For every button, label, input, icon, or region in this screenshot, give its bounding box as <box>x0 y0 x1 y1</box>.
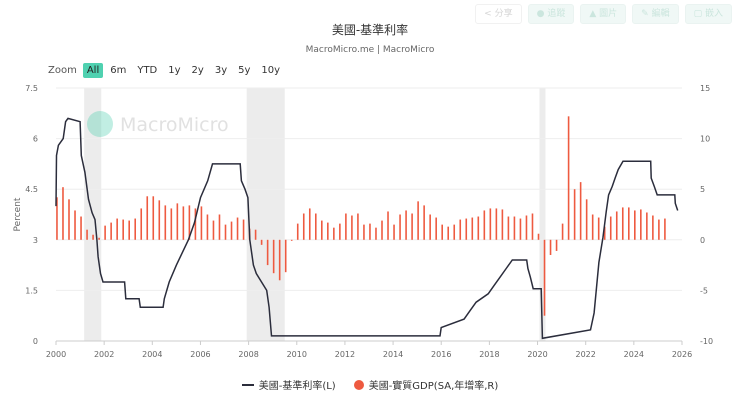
toolbar-button-embed[interactable]: ▢ 嵌入 <box>684 4 732 24</box>
toolbar-button-label: 圖片 <box>599 9 618 19</box>
x-tick-label: 2002 <box>94 350 114 359</box>
recession-band <box>246 88 285 341</box>
toolbar: < 分享 ● 追蹤 ▲ 圖片 ✎ 編輯 ▢ 嵌入 <box>475 4 732 24</box>
x-tick-label: 2026 <box>672 350 692 359</box>
embed-icon: ▢ <box>693 9 703 19</box>
toolbar-button-label: 嵌入 <box>704 9 723 19</box>
y2-tick-label: -10 <box>700 337 713 346</box>
range-button-2y[interactable]: 2y <box>191 65 204 76</box>
range-button-5y[interactable]: 5y <box>238 65 251 76</box>
range-button-3y[interactable]: 3y <box>214 65 228 76</box>
x-tick-label: 2018 <box>479 350 499 359</box>
x-tick-label: 2004 <box>142 350 162 359</box>
toolbar-button-user[interactable]: ▲ 圖片 <box>580 4 627 24</box>
legend: 美國-基準利率(L) 美國-實質GDP(SA,年增率,R) <box>0 377 740 392</box>
legend-item-gdp[interactable]: 美國-實質GDP(SA,年增率,R) <box>353 377 499 392</box>
toolbar-button-pencil[interactable]: ✎ 編輯 <box>632 4 679 24</box>
toolbar-button-bell[interactable]: ● 追蹤 <box>527 4 575 24</box>
recession-band <box>539 88 546 341</box>
range-button-ytd[interactable]: YTD <box>137 65 158 76</box>
y-tick-label: 1.5 <box>25 286 38 295</box>
toolbar-button-label: 分享 <box>494 9 513 19</box>
user-icon: ▲ <box>589 9 597 19</box>
chart-title: 美國-基準利率 <box>331 23 409 37</box>
x-tick-label: 2008 <box>238 350 258 359</box>
y2-tick-label: 5 <box>700 185 705 194</box>
toolbar-button-share[interactable]: < 分享 <box>475 4 522 24</box>
range-button-10y[interactable]: 10y <box>261 65 281 76</box>
rate-line <box>55 117 679 340</box>
x-tick-label: 2014 <box>383 350 403 359</box>
y2-tick-label: 0 <box>700 236 705 245</box>
x-tick-label: 2000 <box>46 350 66 359</box>
toolbar-button-label: 追蹤 <box>547 9 566 19</box>
toolbar-button-label: 編輯 <box>651 9 670 19</box>
x-tick-label: 2016 <box>431 350 451 359</box>
line-swatch-icon <box>241 383 254 386</box>
range-button-6m[interactable]: 6m <box>110 65 127 76</box>
legend-item-rate[interactable]: 美國-基準利率(L) <box>241 377 336 392</box>
x-tick-label: 2022 <box>576 350 596 359</box>
x-tick-label: 2010 <box>287 350 307 359</box>
y-tick-label: 3 <box>33 236 38 245</box>
dot-swatch-icon <box>353 379 364 390</box>
range-button-all[interactable]: All <box>82 63 104 78</box>
range-selector-label: Zoom <box>48 65 77 76</box>
x-tick-label: 2024 <box>624 350 644 359</box>
y-tick-label: 0 <box>33 337 38 346</box>
y-tick-label: 4.5 <box>25 185 38 194</box>
bell-icon: ● <box>536 9 545 19</box>
chart-subtitle: MacroMicro.me | MacroMicro <box>305 45 435 55</box>
legend-label: 美國-基準利率(L) <box>258 381 336 392</box>
share-icon: < <box>484 9 492 19</box>
watermark-logo: MacroMicro <box>87 111 229 137</box>
x-tick-label: 2012 <box>335 350 355 359</box>
pencil-icon: ✎ <box>641 9 649 19</box>
x-tick-label: 2006 <box>190 350 210 359</box>
range-selector: Zoom All 6m YTD 1y 2y 3y 5y 10y <box>48 63 287 78</box>
y-tick-label: 7.5 <box>25 84 38 93</box>
range-button-1y[interactable]: 1y <box>168 65 181 76</box>
y2-tick-label: 10 <box>700 135 710 144</box>
y-tick-label: 6 <box>33 135 38 144</box>
svg-text:MacroMicro: MacroMicro <box>120 114 229 136</box>
y2-tick-label: 15 <box>700 84 710 93</box>
y2-tick-label: -5 <box>700 286 708 295</box>
legend-label: 美國-實質GDP(SA,年增率,R) <box>368 381 499 392</box>
y-axis-label: Percent <box>13 197 23 231</box>
x-tick-label: 2020 <box>527 350 547 359</box>
